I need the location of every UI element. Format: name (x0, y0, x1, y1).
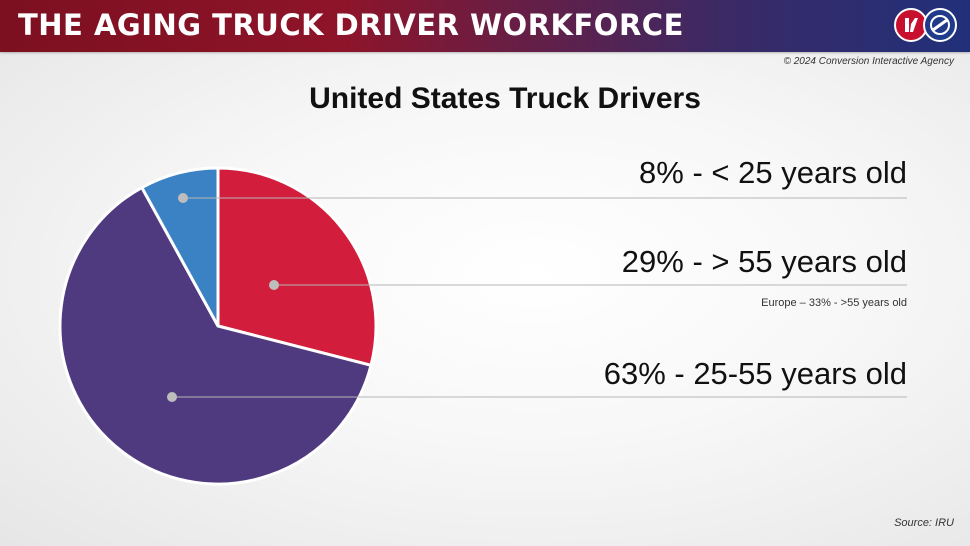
chart-title: United States Truck Drivers (309, 82, 701, 115)
pie-slice-1 (58, 185, 373, 486)
road-logo-icon (923, 8, 957, 42)
page-title: THE AGING TRUCK DRIVER WORKFORCE (18, 8, 684, 42)
leader-dot-0 (269, 280, 279, 290)
copyright-text: © 2024 Conversion Interactive Agency (783, 56, 954, 67)
label-25-55: 63% - 25-55 years old (603, 356, 907, 391)
label-over-55: 29% - > 55 years old (621, 244, 907, 279)
brand-logo-icon (894, 8, 928, 42)
label-under-25: 8% - < 25 years old (639, 155, 907, 190)
europe-note: Europe – 33% - >55 years old (761, 297, 907, 309)
header-banner: THE AGING TRUCK DRIVER WORKFORCE (0, 0, 970, 52)
pie-slices (58, 166, 378, 486)
leader-dot-1 (167, 392, 177, 402)
leader-lines (167, 193, 907, 402)
leader-dot-2 (178, 193, 188, 203)
pie-slice-0 (216, 166, 378, 368)
source-text: Source: IRU (894, 517, 954, 529)
pie-slice-2 (139, 166, 220, 327)
